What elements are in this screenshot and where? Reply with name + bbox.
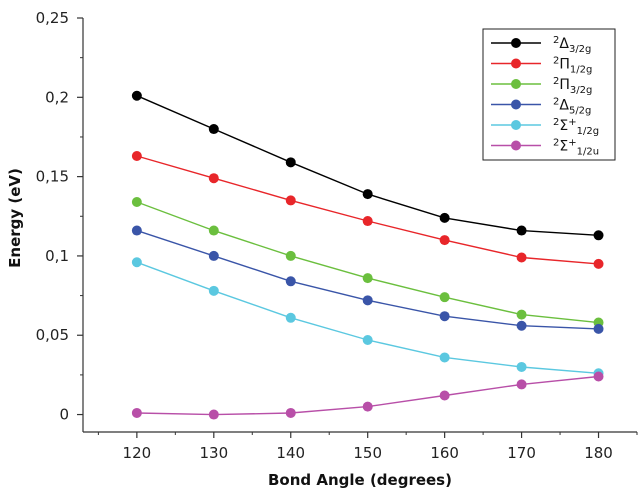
data-point — [516, 361, 527, 372]
data-point — [285, 407, 296, 418]
legend-marker — [511, 79, 521, 89]
data-point — [208, 409, 219, 420]
data-point — [131, 225, 142, 236]
series-1 — [131, 90, 604, 241]
y-axis-label: Energy (eV) — [6, 168, 24, 268]
data-point — [208, 250, 219, 261]
legend-marker — [511, 120, 521, 130]
legend-item: 2Σ+1/2u — [491, 138, 599, 158]
series-line — [136, 155, 599, 265]
data-point — [516, 320, 527, 331]
chart-series-layer — [131, 90, 604, 420]
x-tick-label: 130 — [199, 444, 228, 462]
legend-box — [482, 28, 616, 161]
data-point — [439, 212, 450, 223]
y-tick-label: 0,05 — [36, 326, 69, 344]
series-5 — [131, 257, 604, 379]
x-tick-label: 170 — [507, 444, 536, 462]
legend-label: 2Π1/2g — [553, 56, 592, 76]
legend-label: 2Σ+1/2g — [553, 117, 599, 137]
data-point — [593, 371, 604, 382]
x-tick-label: 140 — [276, 444, 305, 462]
data-point — [439, 352, 450, 363]
data-point — [593, 230, 604, 241]
x-tick-label: 160 — [430, 444, 459, 462]
data-point — [285, 250, 296, 261]
data-point — [131, 90, 142, 101]
legend-item: 2Π3/2g — [491, 76, 592, 96]
data-point — [208, 285, 219, 296]
data-point — [439, 390, 450, 401]
data-point — [208, 124, 219, 135]
data-point — [593, 323, 604, 334]
data-point — [362, 189, 373, 200]
data-point — [439, 311, 450, 322]
data-point — [593, 258, 604, 269]
series-3 — [131, 197, 604, 328]
series-6 — [131, 371, 604, 420]
data-point — [362, 273, 373, 284]
y-tick-label: 0,15 — [36, 168, 69, 186]
data-point — [208, 173, 219, 184]
data-point — [285, 157, 296, 168]
data-point — [131, 407, 142, 418]
legend-item: 2Δ5/2g — [491, 97, 591, 117]
legend-label: 2Σ+1/2u — [553, 138, 599, 158]
y-tick-label: 0,1 — [45, 247, 69, 265]
series-4 — [131, 225, 604, 334]
legend-item: 2Π1/2g — [491, 56, 592, 76]
x-tick-label: 150 — [353, 444, 382, 462]
data-point — [285, 312, 296, 323]
legend-item: 2Σ+1/2g — [491, 117, 599, 137]
data-point — [516, 379, 527, 390]
data-point — [516, 309, 527, 320]
x-tick-label: 180 — [584, 444, 613, 462]
data-point — [439, 235, 450, 246]
legend-marker — [511, 99, 521, 110]
data-point — [362, 216, 373, 227]
legend-label: 2Δ5/2g — [553, 97, 591, 117]
data-point — [285, 195, 296, 206]
data-point — [439, 292, 450, 303]
x-axis-label: Bond Angle (degrees) — [268, 471, 452, 489]
chart-axes: 0 0,05 0,1 0,15 0,2 0,25 120 130 140 150 160 170 180 — [36, 9, 638, 462]
series-2 — [131, 151, 604, 269]
data-point — [516, 252, 527, 263]
legend-item: 2Δ3/2g — [491, 35, 591, 55]
data-point — [362, 401, 373, 412]
data-point — [131, 151, 142, 161]
data-point — [285, 276, 296, 287]
legend-marker — [511, 38, 521, 48]
data-point — [131, 197, 142, 207]
legend-label: 2Π3/2g — [553, 76, 592, 96]
legend-marker — [511, 140, 521, 151]
data-point — [516, 225, 527, 236]
y-tick-label: 0,25 — [36, 9, 69, 27]
y-tick-label: 0,2 — [45, 88, 69, 106]
y-tick-label: 0 — [59, 406, 69, 424]
legend-marker — [511, 58, 521, 69]
data-point — [362, 335, 373, 345]
data-point — [362, 295, 373, 306]
data-point — [208, 225, 219, 236]
data-point — [131, 257, 142, 268]
x-tick-label: 120 — [123, 444, 152, 462]
legend-label: 2Δ3/2g — [553, 35, 591, 55]
